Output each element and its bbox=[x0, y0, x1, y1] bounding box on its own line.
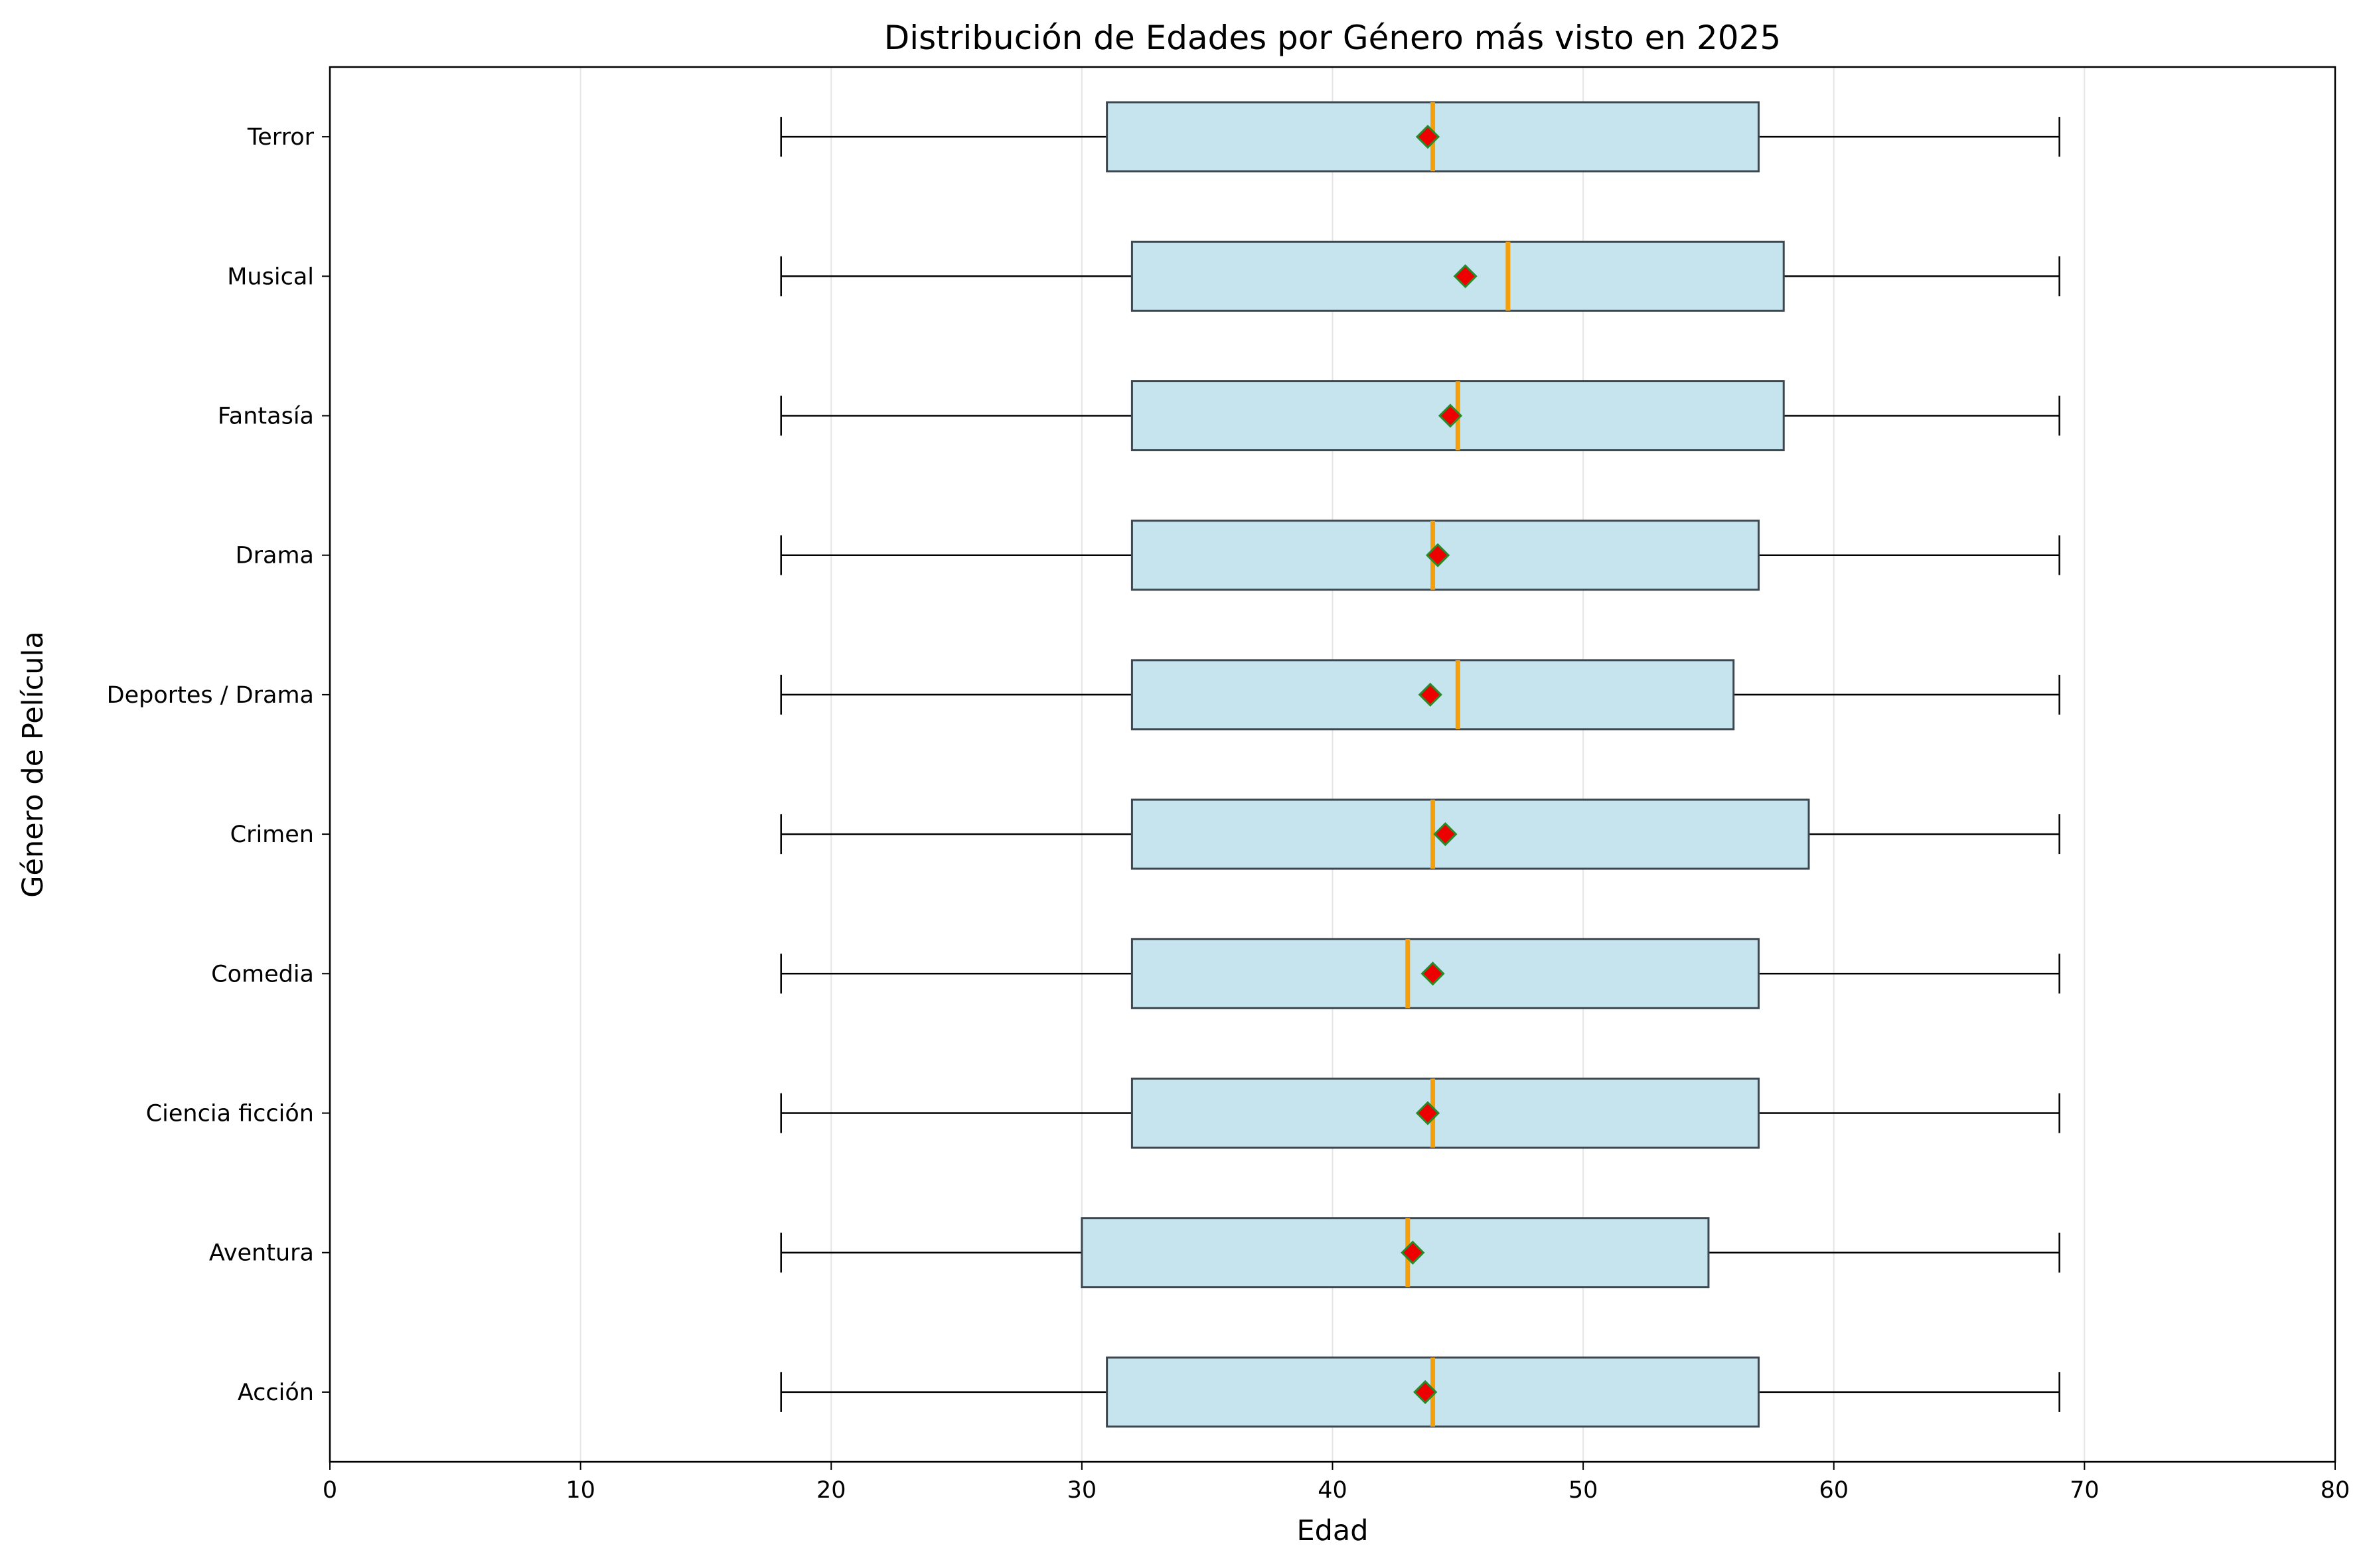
axis-ticks: 0 10 20 30 40 50 60 70 80 Acción Aventura Ciencia f… bbox=[107, 124, 2350, 1504]
mean-marker bbox=[1420, 962, 1445, 986]
box-group bbox=[780, 798, 2060, 870]
box-group bbox=[780, 1078, 2060, 1149]
x-tick-label: 80 bbox=[2321, 1477, 2350, 1504]
box-iqr bbox=[1081, 1217, 1710, 1289]
mean-marker bbox=[1415, 124, 1440, 149]
x-tick-label: 20 bbox=[816, 1477, 846, 1504]
box-group bbox=[780, 659, 2060, 731]
mean-marker bbox=[1413, 1380, 1438, 1405]
mean-marker bbox=[1438, 403, 1463, 428]
box-iqr bbox=[1130, 798, 1810, 870]
y-tick-label: Terror bbox=[247, 124, 315, 151]
y-tick-label: Aventura bbox=[209, 1240, 314, 1267]
y-tick-label: Musical bbox=[227, 263, 314, 290]
mean-marker bbox=[1425, 543, 1450, 567]
x-tick-label: 30 bbox=[1067, 1477, 1097, 1504]
y-tick-label: Drama bbox=[236, 543, 314, 569]
box-group bbox=[780, 1356, 2060, 1428]
mean-marker bbox=[1453, 264, 1478, 289]
y-axis-label: Género de Película bbox=[17, 631, 50, 898]
box-group bbox=[780, 380, 2060, 451]
x-tick-label: 10 bbox=[566, 1477, 595, 1504]
box-iqr bbox=[1130, 1078, 1760, 1149]
box-group bbox=[780, 240, 2060, 312]
y-tick-label: Acción bbox=[238, 1380, 314, 1406]
x-axis-label: Edad bbox=[1296, 1514, 1368, 1547]
x-tick-label: 0 bbox=[323, 1477, 337, 1504]
mean-marker bbox=[1401, 1240, 1425, 1265]
box-group bbox=[780, 101, 2060, 173]
x-tick-label: 60 bbox=[1819, 1477, 1849, 1504]
box-group bbox=[780, 1217, 2060, 1289]
mean-marker bbox=[1415, 1101, 1440, 1125]
mean-marker bbox=[1418, 682, 1442, 707]
y-tick-label: Fantasía bbox=[218, 403, 314, 430]
chart-title: Distribución de Edades por Género más vi… bbox=[884, 19, 1781, 57]
y-tick-label: Deportes / Drama bbox=[107, 682, 314, 709]
box-series bbox=[780, 101, 2060, 1428]
box-group bbox=[780, 520, 2060, 591]
y-tick-label: Crimen bbox=[230, 821, 314, 848]
box-iqr bbox=[1130, 938, 1760, 1009]
x-tick-label: 50 bbox=[1568, 1477, 1598, 1504]
mean-marker bbox=[1433, 821, 1458, 847]
box-group bbox=[780, 938, 2060, 1009]
x-tick-label: 70 bbox=[2070, 1477, 2099, 1504]
x-tick-label: 40 bbox=[1318, 1477, 1347, 1504]
y-tick-label: Ciencia ficción bbox=[146, 1101, 314, 1127]
y-tick-label: Comedia bbox=[211, 961, 314, 987]
